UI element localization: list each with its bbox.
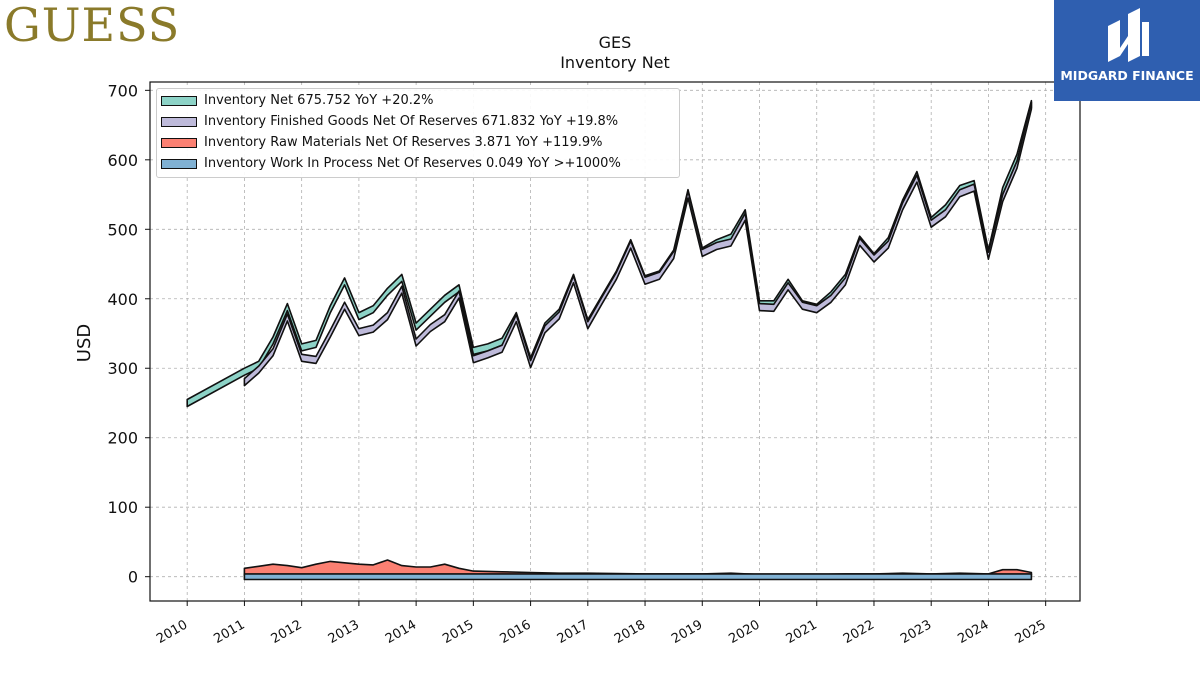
x-tick-label: 2014 [383, 617, 419, 647]
x-tick-label: 2021 [784, 617, 820, 647]
publisher-logo-icon [1108, 8, 1149, 62]
y-tick-label: 500 [107, 220, 138, 239]
y-axis-label: USD [74, 324, 95, 362]
x-tick-label: 2020 [726, 617, 762, 647]
finished-goods-series [243, 101, 1033, 387]
plot-frame [149, 81, 1081, 602]
work-in-process-series [243, 573, 1033, 581]
raw-materials-series [243, 559, 1033, 577]
x-tick-label: 2022 [841, 617, 877, 647]
legend-label: Inventory Work In Process Net Of Reserve… [204, 156, 621, 171]
chart-subtitle: Inventory Net [560, 53, 670, 72]
y-tick-label: 200 [107, 429, 138, 448]
chart-legend: Inventory Net 675.752 YoY +20.2% Invento… [156, 88, 680, 178]
legend-label: Inventory Raw Materials Net Of Reserves … [204, 135, 603, 150]
series-layer [186, 99, 1033, 581]
legend-label: Inventory Finished Goods Net Of Reserves… [204, 114, 619, 129]
publisher-badge: MIDGARD FINANCE [1054, 0, 1200, 101]
publisher-name: MIDGARD FINANCE [1060, 68, 1194, 83]
legend-swatch [161, 117, 197, 127]
x-tick-label: 2017 [555, 617, 591, 647]
y-tick-label: 0 [128, 568, 138, 587]
y-tick-label: 700 [107, 81, 138, 100]
x-tick-label: 2018 [612, 617, 648, 647]
x-tick-label: 2016 [497, 617, 533, 647]
y-tick-label: 600 [107, 151, 138, 170]
y-tick-label: 100 [107, 498, 138, 517]
x-tick-label: 2025 [1013, 617, 1049, 647]
x-tick-label: 2019 [669, 617, 705, 647]
x-tick-label: 2015 [440, 617, 476, 647]
x-tick-label: 2012 [269, 617, 305, 647]
x-tick-label: 2010 [154, 617, 190, 647]
legend-swatch [161, 138, 197, 148]
x-tick-label: 2023 [898, 617, 934, 647]
x-tick-label: 2013 [326, 617, 362, 647]
company-logo: GUESS [4, 0, 181, 52]
y-tick-label: 400 [107, 290, 138, 309]
y-tick-label: 300 [107, 359, 138, 378]
chart-title: GES [599, 33, 632, 52]
legend-label: Inventory Net 675.752 YoY +20.2% [204, 93, 434, 108]
x-tick-label: 2011 [211, 617, 247, 647]
legend-swatch [161, 159, 197, 169]
legend-swatch [161, 96, 197, 106]
x-tick-label: 2024 [955, 617, 991, 647]
